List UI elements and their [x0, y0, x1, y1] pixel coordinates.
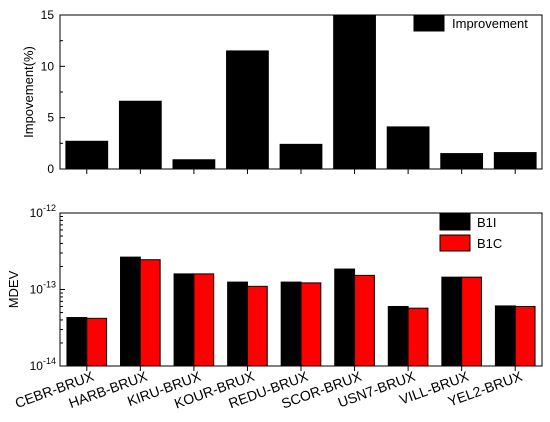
- b1i-bar: [66, 317, 88, 367]
- y-tick-label: 10-13: [30, 280, 56, 297]
- b1i-bar: [334, 268, 356, 367]
- b1i-bar: [280, 281, 302, 367]
- y-tick-exponent: -14: [43, 356, 56, 366]
- legend-label-b1c: B1C: [477, 236, 502, 251]
- y-axis-label: MDEV: [6, 270, 21, 308]
- y-tick-label: 10-14: [30, 356, 56, 373]
- improvement-bar: [172, 159, 216, 170]
- improvement-bar: [279, 143, 323, 170]
- legend-swatch-improvement: [413, 14, 445, 32]
- y-tick-label: 0: [47, 162, 54, 176]
- y-tick-base: 10: [30, 359, 44, 373]
- b1c-bar: [139, 259, 161, 367]
- improvement-bar: [493, 152, 537, 170]
- b1c-bar: [407, 307, 429, 367]
- b1i-bar: [387, 305, 409, 367]
- y-axis-label: Impovement(%): [21, 46, 36, 138]
- y-tick-label: 10-12: [30, 203, 56, 220]
- b1c-bar: [354, 274, 375, 367]
- y-tick-label: 5: [47, 111, 54, 125]
- y-tick-label: 10: [41, 59, 55, 73]
- y-tick-base: 10: [30, 283, 44, 297]
- y-tick-label: 15: [41, 8, 55, 22]
- improvement-chart: 0 5 10 15 Impovement(%) Improvement: [21, 8, 543, 176]
- y-tick-exponent: -13: [43, 280, 56, 290]
- improvement-bar: [440, 153, 484, 170]
- b1i-bar: [441, 276, 463, 367]
- b1i-bar: [173, 273, 195, 367]
- y-tick-exponent: -12: [43, 203, 56, 213]
- improvement-bar: [65, 140, 109, 170]
- b1i-bar: [494, 305, 516, 367]
- legend-label-improvement: Improvement: [452, 16, 528, 31]
- legend-swatch-b1c: [439, 234, 471, 252]
- y-tick-base: 10: [30, 206, 44, 220]
- b1c-bar: [300, 282, 322, 367]
- improvement-bar: [226, 50, 269, 170]
- b1i-bar: [227, 281, 248, 367]
- legend-label-b1i: B1I: [477, 215, 497, 230]
- b1c-bar: [514, 305, 536, 367]
- b1c-bar: [193, 273, 215, 367]
- b1c-bar: [86, 317, 108, 367]
- b1c-bar: [246, 285, 268, 367]
- legend: Improvement: [413, 14, 528, 32]
- improvement-bar: [118, 100, 162, 170]
- b1c-bar: [461, 276, 482, 367]
- improvement-bar: [386, 126, 430, 170]
- b1i-bar: [120, 256, 141, 367]
- improvement-bar: [333, 14, 376, 170]
- legend-swatch-b1i: [439, 213, 471, 231]
- mdev-chart: 10-1410-1310-12CEBR-BRUXHARB-BRUXKIRU-BR…: [6, 203, 543, 412]
